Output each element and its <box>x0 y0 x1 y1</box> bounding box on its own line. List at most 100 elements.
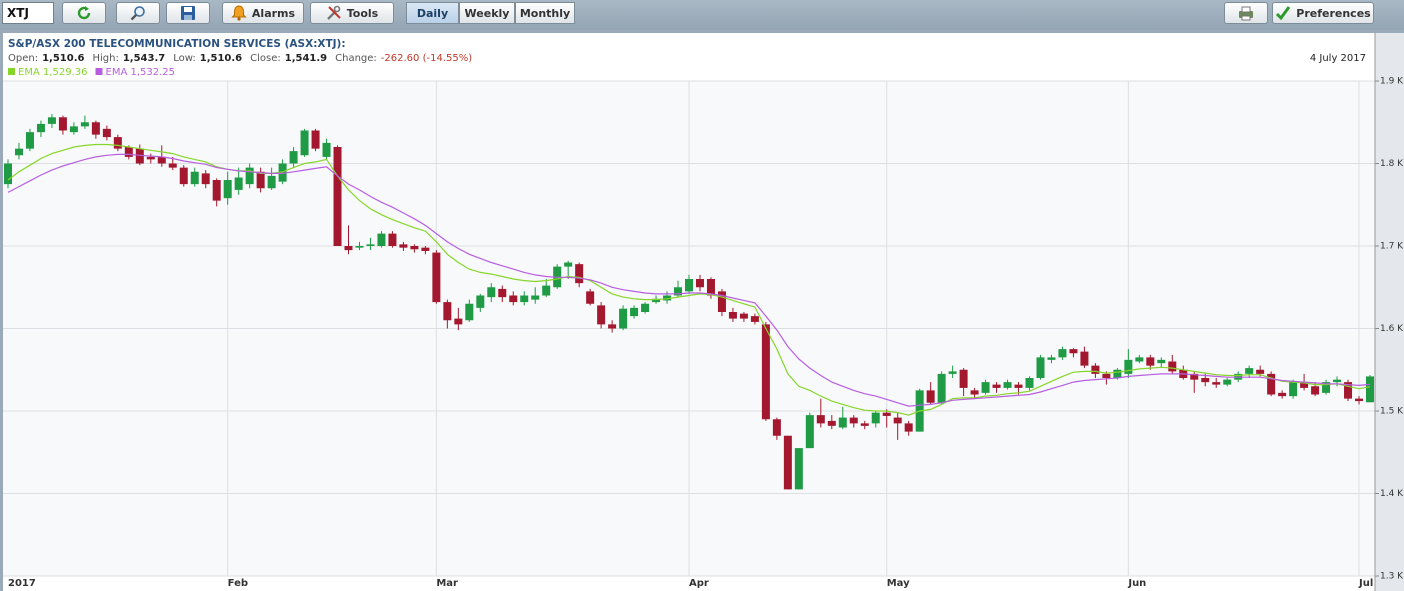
candle-body <box>1355 398 1364 402</box>
candle <box>201 170 210 189</box>
quote-label: Open: <box>8 53 38 64</box>
candle-body <box>487 287 496 298</box>
tools-label: Tools <box>346 6 379 20</box>
chart: S&P/ASX 200 TELECOMMUNICATION SERVICES (… <box>3 33 1404 591</box>
quote-value: 1,510.6 <box>200 53 242 64</box>
candle-body <box>1201 378 1210 383</box>
candle-body <box>300 130 309 156</box>
candle-body <box>366 244 375 246</box>
candle-body <box>783 435 792 490</box>
candle-body <box>761 324 770 420</box>
chart-title: S&P/ASX 200 TELECOMMUNICATION SERVICES (… <box>8 38 346 50</box>
candle <box>476 293 485 312</box>
candle-body <box>1289 382 1298 397</box>
candle <box>245 163 254 189</box>
candle <box>827 415 836 430</box>
candle <box>992 382 1001 393</box>
candle-body <box>234 177 243 190</box>
alarms-button[interactable]: Alarms <box>222 2 304 24</box>
candle-body <box>289 151 298 164</box>
candle <box>267 167 276 190</box>
candle <box>36 120 45 138</box>
candle <box>179 165 188 187</box>
refresh-button[interactable] <box>62 2 106 24</box>
candle-body <box>179 167 188 185</box>
candle-body <box>388 233 397 246</box>
candle-body <box>47 117 56 124</box>
candle <box>234 167 243 195</box>
preferences-button[interactable]: Preferences <box>1272 2 1374 24</box>
candle <box>1091 363 1100 378</box>
save-button[interactable] <box>166 2 210 24</box>
candle-body <box>926 390 935 403</box>
candle-body <box>597 305 606 325</box>
period-button[interactable]: Daily <box>406 2 459 24</box>
candle-body <box>1322 382 1331 393</box>
y-tick-label: 1.4 K <box>1380 489 1404 499</box>
candle <box>619 305 628 331</box>
x-tick-label: 2017 <box>8 578 36 589</box>
candle-body <box>399 244 408 248</box>
candle-body <box>739 313 748 319</box>
quote-label: Change: <box>335 53 377 64</box>
candle-body <box>641 303 650 312</box>
candle <box>542 279 551 298</box>
tools-button[interactable]: Tools <box>310 2 394 24</box>
candle <box>1003 379 1012 390</box>
candle-body <box>1069 349 1078 354</box>
candle-body <box>1366 376 1374 403</box>
candle <box>432 250 441 304</box>
candle <box>256 167 265 193</box>
candle-body <box>992 384 1001 388</box>
candle-body <box>80 122 89 127</box>
candle-body <box>882 412 891 416</box>
x-tick-label: Apr <box>689 578 709 589</box>
candle <box>717 288 726 317</box>
candle <box>289 147 298 168</box>
print-button[interactable] <box>1224 2 1268 24</box>
candle-body <box>948 371 957 374</box>
period-button[interactable]: Monthly <box>515 2 575 24</box>
candle <box>1069 348 1078 358</box>
candle <box>509 291 518 306</box>
candle-body <box>454 318 463 325</box>
candle <box>1344 379 1353 402</box>
candle <box>300 128 309 157</box>
candle <box>695 274 704 292</box>
candle <box>388 231 397 248</box>
quote-value: 1,510.6 <box>42 53 84 64</box>
candle-body <box>1091 365 1100 374</box>
legend-swatch <box>8 68 15 75</box>
candle <box>739 312 748 322</box>
candle-body <box>146 156 155 160</box>
y-tick-label: 1.6 K <box>1380 324 1404 334</box>
candle <box>926 382 935 405</box>
candle-body <box>1267 373 1276 395</box>
candle-body <box>465 303 474 321</box>
candle-body <box>728 312 737 319</box>
symbol-input[interactable]: XTJ <box>2 2 54 24</box>
candle <box>1036 354 1045 380</box>
candle-body <box>674 287 683 296</box>
quote-label: Close: <box>250 53 281 64</box>
candle-body <box>652 298 661 303</box>
candle <box>1223 378 1232 387</box>
candle-body <box>432 252 441 303</box>
candle <box>69 122 78 135</box>
candle-body <box>267 175 276 189</box>
y-tick-label: 1.8 K <box>1380 159 1404 169</box>
legend-label: EMA 1,529.36 <box>18 67 88 78</box>
candle-body <box>498 288 507 298</box>
candle-body <box>531 295 540 300</box>
candle-body <box>1190 373 1199 380</box>
search-button[interactable] <box>116 2 160 24</box>
candle <box>1289 379 1298 399</box>
period-button[interactable]: Weekly <box>459 2 515 24</box>
candle <box>377 231 386 248</box>
candle-body <box>608 324 617 329</box>
candle-body <box>344 246 353 251</box>
x-tick-label: Feb <box>228 578 248 589</box>
x-tick-label: May <box>887 578 910 589</box>
y-tick-label: 1.5 K <box>1380 407 1404 417</box>
